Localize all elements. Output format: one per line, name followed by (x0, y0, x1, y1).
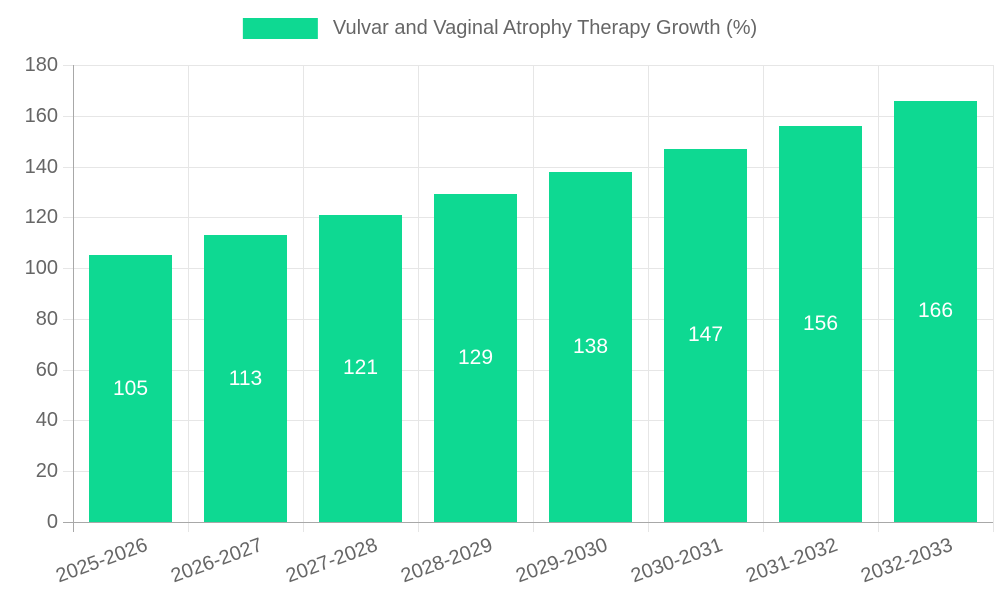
bar[interactable] (779, 125, 862, 522)
y-tick-label: 140 (24, 155, 58, 178)
y-axis-tick (63, 318, 73, 320)
y-tick-label: 0 (46, 511, 58, 533)
x-gridline (188, 65, 189, 522)
x-tick-label: 2025-2026 (52, 533, 151, 588)
x-gridline (533, 65, 534, 522)
y-tick-label: 40 (35, 409, 58, 432)
x-tick-label: 2028-2029 (397, 533, 496, 588)
bar[interactable] (549, 171, 632, 522)
x-gridline (993, 65, 994, 522)
x-tick-label: 2032-2033 (857, 533, 956, 588)
y-axis-tick (63, 115, 73, 117)
bar[interactable] (664, 148, 747, 522)
y-tick-label: 20 (35, 460, 58, 483)
x-axis-line (63, 522, 993, 523)
y-tick-label: 120 (24, 206, 58, 229)
x-axis-tick (303, 522, 304, 532)
legend-label: Vulvar and Vaginal Atrophy Therapy Growt… (332, 17, 758, 39)
x-tick-label: 2027-2028 (282, 533, 381, 588)
y-tick-label: 60 (35, 358, 58, 381)
y-tick-label: 180 (24, 54, 58, 76)
x-tick-label: 2029-2030 (512, 533, 611, 588)
x-gridline (303, 65, 304, 522)
y-axis-line (73, 65, 74, 532)
y-tick-label: 100 (24, 257, 58, 280)
bar[interactable] (204, 235, 287, 522)
bar[interactable] (894, 100, 977, 522)
bar[interactable] (319, 214, 402, 522)
x-gridline (648, 65, 649, 522)
y-axis-tick (63, 420, 73, 422)
x-gridline (878, 65, 879, 522)
legend-swatch-icon (242, 18, 318, 39)
y-axis-tick (63, 268, 73, 270)
y-axis-tick (63, 369, 73, 371)
x-axis-tick (648, 522, 649, 532)
x-axis-tick (763, 522, 764, 532)
x-tick-label: 2031-2032 (742, 533, 841, 588)
x-gridline (418, 65, 419, 522)
x-axis-tick (418, 522, 419, 532)
x-tick-label: 2026-2027 (167, 533, 266, 588)
x-axis-tick (533, 522, 534, 532)
x-tick-label: 2030-2031 (627, 533, 726, 588)
y-axis-tick (63, 471, 73, 473)
y-axis-tick (63, 65, 73, 66)
x-axis-tick (878, 522, 879, 532)
legend-item[interactable]: Vulvar and Vaginal Atrophy Therapy Growt… (242, 17, 758, 40)
y-tick-label: 80 (35, 307, 58, 330)
y-tick-label: 160 (24, 104, 58, 127)
x-axis-tick (188, 522, 189, 532)
bar[interactable] (434, 194, 517, 522)
bar[interactable] (89, 255, 172, 522)
x-axis-tick (993, 522, 994, 532)
y-axis-tick (63, 217, 73, 219)
x-gridline (763, 65, 764, 522)
y-axis-tick (63, 166, 73, 168)
